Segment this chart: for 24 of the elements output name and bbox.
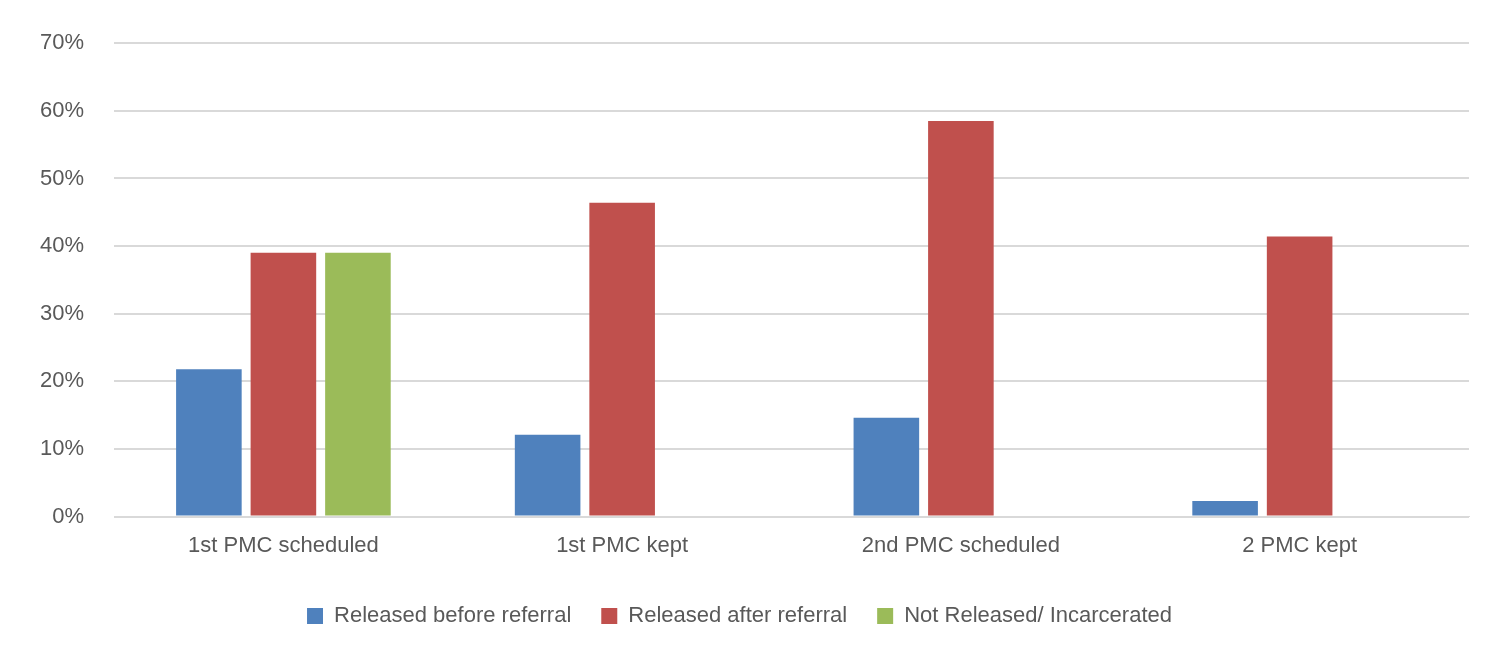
legend-label: Released before referral (334, 602, 572, 628)
bar (176, 369, 242, 516)
bar (853, 417, 920, 516)
y-tick-label: 0% (52, 502, 85, 528)
bar (1192, 501, 1258, 516)
x-tick-label: 2 PMC kept (1242, 531, 1358, 557)
bar (1266, 236, 1333, 516)
bar (514, 434, 581, 516)
y-tick-label: 40% (39, 232, 85, 258)
bar (928, 120, 994, 516)
legend-label: Not Released/ Incarcerated (904, 602, 1172, 628)
bar (325, 252, 391, 516)
legend-label: Released after referral (628, 602, 848, 628)
y-tick-label: 50% (39, 164, 85, 190)
y-tick-label: 20% (39, 367, 85, 393)
x-tick-label: 1st PMC kept (556, 531, 689, 557)
x-tick-label: 1st PMC scheduled (188, 531, 379, 557)
y-tick-label: 10% (39, 435, 85, 461)
bar (589, 202, 655, 516)
y-tick-label: 70% (39, 29, 85, 55)
bar (250, 252, 317, 516)
y-tick-label: 60% (39, 96, 85, 122)
x-tick-label: 2nd PMC scheduled (861, 531, 1060, 557)
y-tick-label: 30% (39, 299, 85, 325)
